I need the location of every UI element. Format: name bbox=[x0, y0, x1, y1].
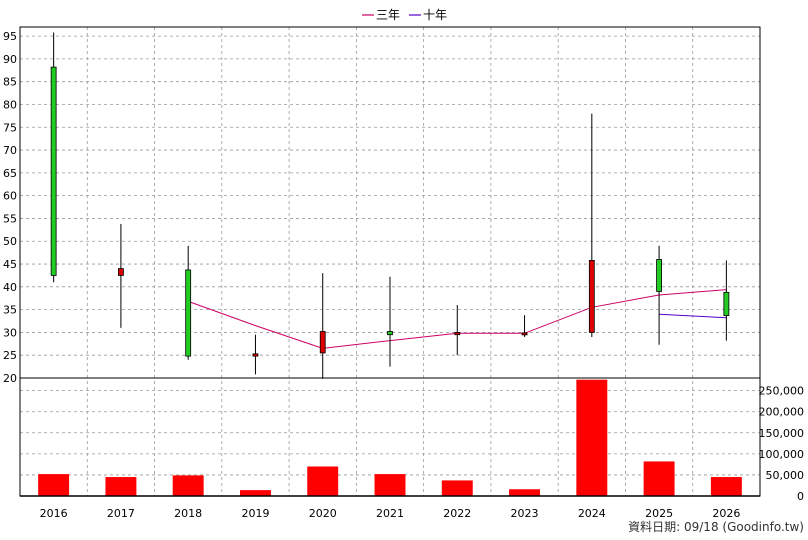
price-tick-label: 80 bbox=[3, 98, 17, 111]
volume-bar bbox=[710, 477, 742, 496]
volume-bar bbox=[172, 475, 204, 496]
x-tick-label: 2018 bbox=[174, 507, 202, 520]
x-tick-label: 2023 bbox=[511, 507, 539, 520]
price-tick-label: 95 bbox=[3, 30, 17, 43]
volume-bars bbox=[38, 379, 742, 496]
volume-bar bbox=[307, 466, 339, 496]
x-tick-label: 2022 bbox=[443, 507, 471, 520]
price-tick-label: 70 bbox=[3, 144, 17, 157]
volume-bar bbox=[38, 474, 70, 496]
volume-bar bbox=[239, 490, 271, 496]
price-tick-label: 85 bbox=[3, 76, 17, 89]
volume-tick-label: 100,000 bbox=[759, 448, 805, 461]
x-tick-label: 2026 bbox=[712, 507, 740, 520]
candle-body bbox=[50, 66, 57, 276]
price-tick-label: 75 bbox=[3, 121, 17, 134]
price-tick-label: 55 bbox=[3, 212, 17, 225]
volume-tick-label: 0 bbox=[797, 490, 804, 503]
x-tick-label: 2017 bbox=[107, 507, 135, 520]
data-date-footer: 資料日期: 09/18 (Goodinfo.tw) bbox=[628, 520, 804, 534]
candle-body bbox=[588, 259, 595, 333]
x-tick-label: 2025 bbox=[645, 507, 673, 520]
x-tick-label: 2016 bbox=[40, 507, 68, 520]
candles bbox=[50, 32, 730, 379]
volume-tick-label: 150,000 bbox=[759, 427, 805, 440]
x-tick-label: 2020 bbox=[309, 507, 337, 520]
volume-bar bbox=[374, 474, 406, 496]
candle-body bbox=[656, 259, 662, 292]
series-line-十年 bbox=[659, 313, 727, 319]
legend: 三年 十年 bbox=[362, 8, 447, 22]
candle-body bbox=[252, 353, 259, 357]
volume-bar bbox=[105, 477, 137, 496]
candle-body bbox=[118, 268, 124, 276]
price-tick-label: 65 bbox=[3, 167, 17, 180]
price-tick-label: 90 bbox=[3, 53, 17, 66]
volume-bar bbox=[441, 480, 473, 496]
volume-bar bbox=[509, 489, 541, 496]
candle-body bbox=[723, 291, 730, 316]
price-tick-label: 25 bbox=[3, 349, 17, 362]
candle-body bbox=[319, 331, 326, 354]
x-tick-label: 2024 bbox=[578, 507, 606, 520]
volume-bar bbox=[643, 461, 675, 496]
candle-body bbox=[185, 269, 192, 357]
price-tick-label: 30 bbox=[3, 326, 17, 339]
price-tick-label: 45 bbox=[3, 258, 17, 271]
x-tick-label: 2019 bbox=[241, 507, 269, 520]
volume-tick-label: 250,000 bbox=[759, 385, 805, 398]
legend-label-十年: 十年 bbox=[423, 8, 447, 22]
price-tick-label: 35 bbox=[3, 304, 17, 317]
price-tick-label: 50 bbox=[3, 235, 17, 248]
candle-body bbox=[454, 332, 461, 336]
candle-body bbox=[521, 332, 528, 336]
volume-tick-label: 50,000 bbox=[766, 469, 805, 482]
volume-tick-label: 200,000 bbox=[759, 406, 805, 419]
volume-bar bbox=[576, 379, 608, 496]
axes: 20253035404550556065707580859095050,0001… bbox=[3, 26, 805, 520]
price-tick-label: 60 bbox=[3, 190, 17, 203]
price-tick-label: 20 bbox=[3, 372, 17, 385]
grid bbox=[19, 27, 761, 497]
x-tick-label: 2021 bbox=[376, 507, 404, 520]
candle-body bbox=[387, 331, 393, 336]
price-tick-label: 40 bbox=[3, 281, 17, 294]
legend-label-三年: 三年 bbox=[376, 8, 400, 22]
